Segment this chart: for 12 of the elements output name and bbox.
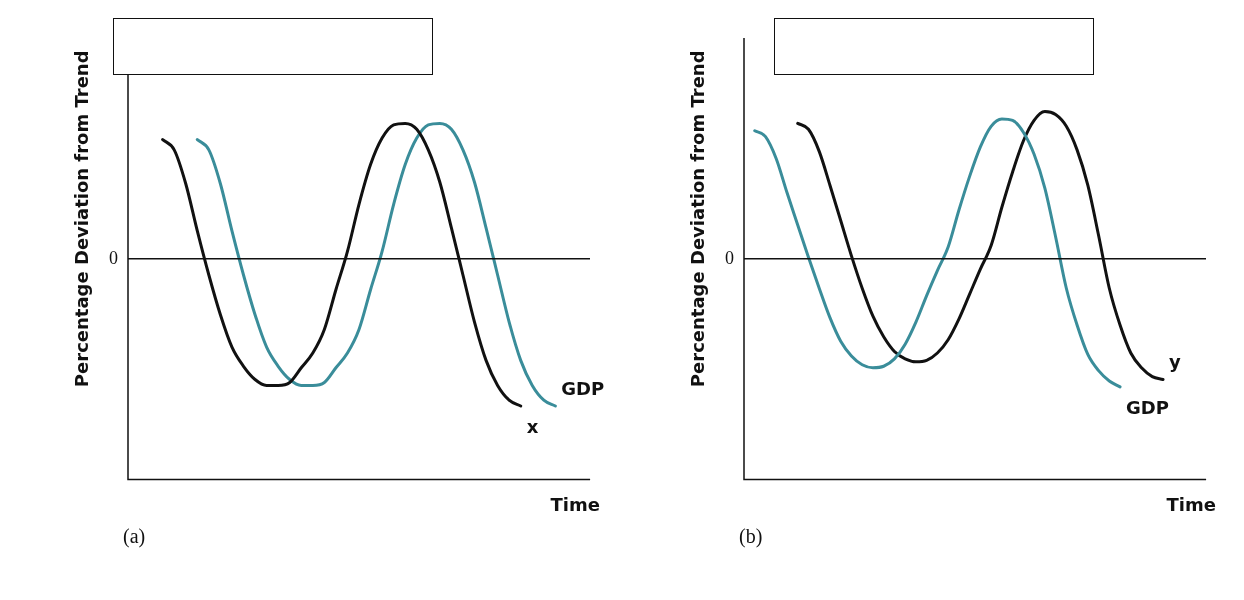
text: (b) [739,524,763,548]
series-label: y [1169,351,1182,373]
series-label: GDP [561,377,605,399]
text: (a) [123,524,146,548]
series-label: GDP [1126,396,1169,418]
y-axis-title: Percentage Deviation from Trend [70,50,92,388]
ref-line-label: 0 [725,247,734,268]
series-label: x [526,415,539,437]
x-axis-title: Time [550,494,600,516]
y-axis-title: Percentage Deviation from Trend [686,50,708,388]
x-axis-title: Time [1166,494,1216,516]
ref-line-label: 0 [109,247,118,268]
